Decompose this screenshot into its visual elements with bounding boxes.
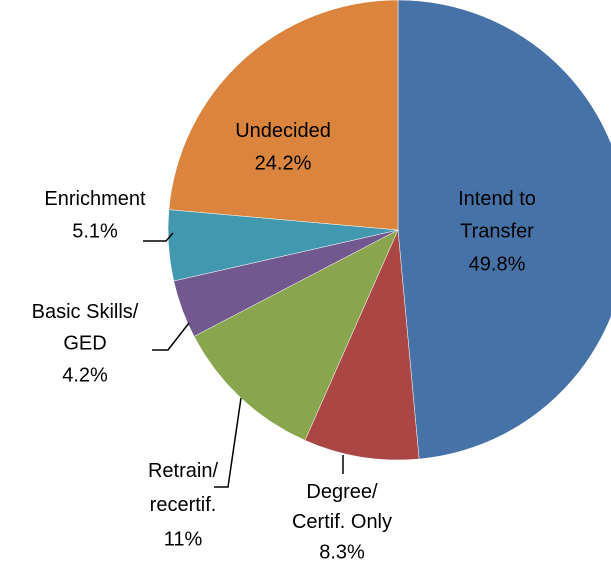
slices bbox=[167, 0, 611, 461]
label-line: Certif. Only bbox=[292, 511, 392, 533]
category-label: Intend to Transfer bbox=[458, 188, 536, 243]
label-line: Undecided bbox=[235, 120, 331, 142]
label-line: Transfer bbox=[460, 221, 534, 243]
pie-slice bbox=[168, 0, 399, 231]
pie-slice bbox=[397, 0, 611, 460]
leader-line bbox=[214, 397, 242, 488]
label-line: Intend to bbox=[458, 188, 536, 210]
category-label: Enrichment bbox=[44, 188, 146, 210]
leader-line bbox=[143, 232, 174, 242]
labels: Intend to Transfer 49.8% Degree/Certif. Onl… bbox=[32, 120, 536, 563]
category-label: Degree/Certif. Only bbox=[292, 481, 392, 533]
label-line: Degree/ bbox=[306, 481, 378, 503]
pie-slice bbox=[304, 229, 420, 461]
value-label: 5.1% bbox=[72, 220, 118, 242]
label-line: GED bbox=[63, 333, 106, 355]
value-label: 11% bbox=[164, 528, 203, 550]
value-label: 49.8% bbox=[469, 253, 526, 275]
category-label: Basic Skills/GED bbox=[32, 301, 139, 355]
category-label: Undecided bbox=[235, 120, 331, 142]
leader-line bbox=[152, 322, 190, 351]
value-label: 4.2% bbox=[62, 364, 108, 386]
label-line: Enrichment bbox=[44, 188, 146, 210]
pie-slice bbox=[193, 229, 399, 441]
label-line: Retrain/ bbox=[148, 460, 218, 482]
label-line: recertif. bbox=[150, 494, 217, 516]
value-label: 24.2% bbox=[255, 152, 312, 174]
category-label: Retrain/recertif. bbox=[148, 460, 218, 516]
label-line: Basic Skills/ bbox=[32, 301, 139, 323]
value-label: 8.3% bbox=[319, 541, 365, 563]
